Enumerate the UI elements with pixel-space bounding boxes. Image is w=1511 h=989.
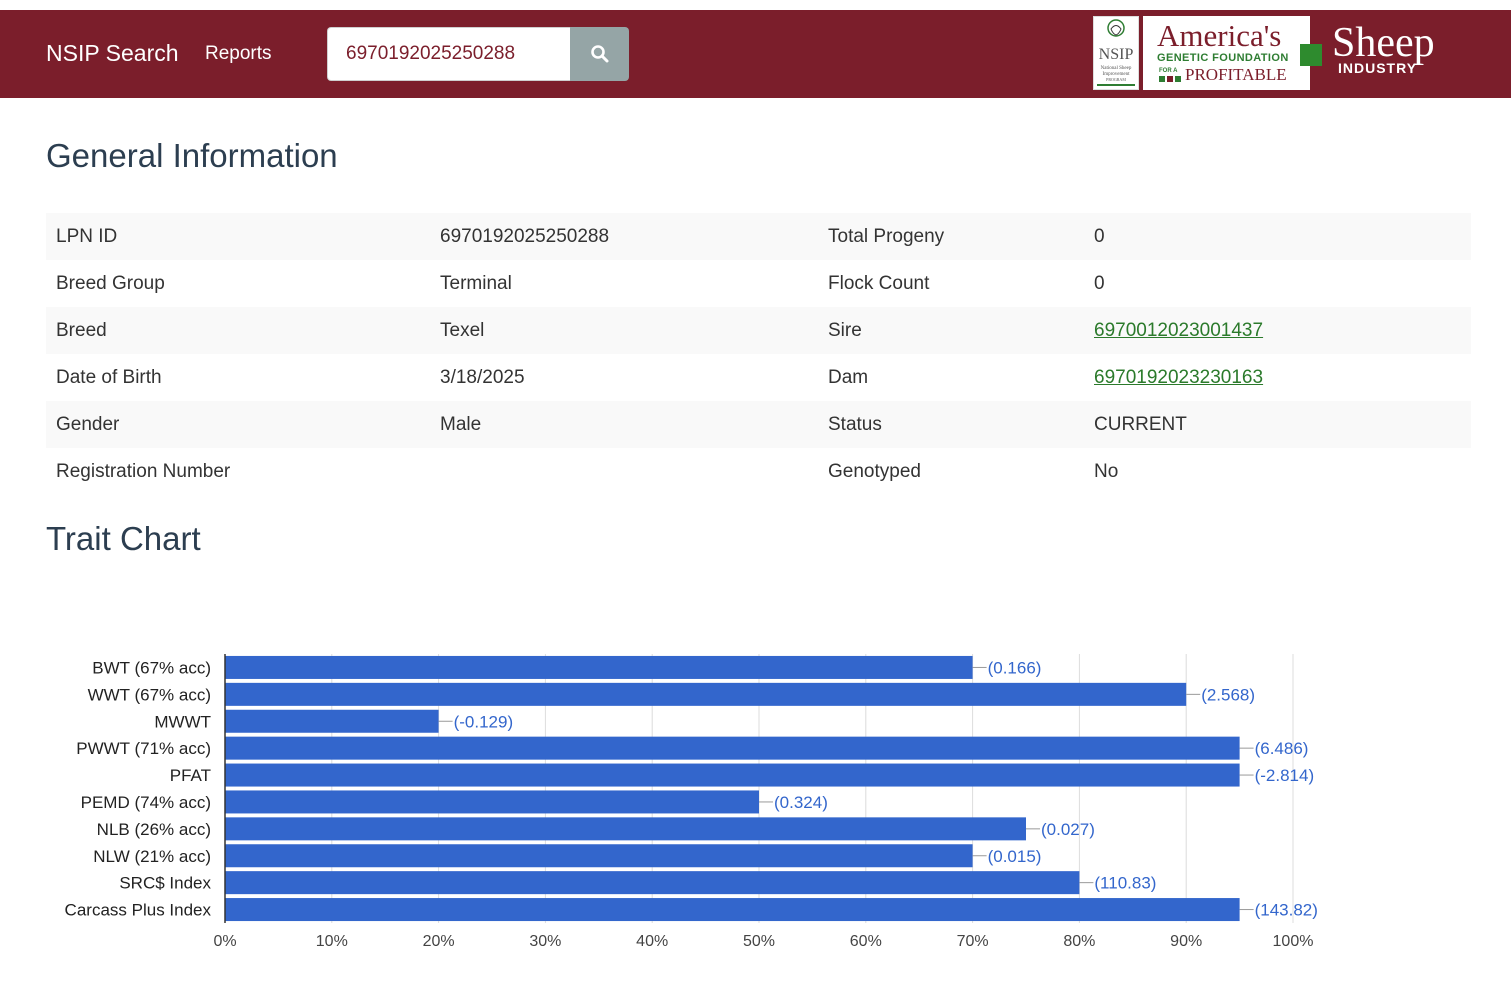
field-value [430,448,818,495]
trait-chart: 0% 10% 20% 30% 40% 50% 60% 70% 80% 90% 100% BWT (67… [65,654,1318,950]
field-label: Sire [818,307,1084,354]
bar [225,898,1240,922]
field-label: LPN ID [46,213,430,260]
top-navbar: NSIP Search Reports NSIP National Sheep … [0,10,1511,98]
data-label: (2.568) [1201,685,1255,704]
trait-chart-title: Trait Chart [46,520,201,557]
bar [225,655,973,679]
data-label: (0.166) [988,658,1042,677]
data-label: (0.027) [1041,820,1095,839]
category-label: PEMD (74% acc) [81,793,211,812]
data-label: (6.486) [1255,739,1309,758]
field-label: Registration Number [56,460,231,482]
sheep-industry-logo-sub: INDUSTRY [1338,60,1418,76]
x-tick-label: 70% [957,933,989,950]
table-row: Registration Number Genotyped No [46,448,1471,495]
agf-logo-profitable: FOR A PROFITABLE [1159,65,1287,85]
field-value: Terminal [440,272,512,294]
x-tick-label: 30% [529,933,561,950]
field-label: Flock Count [828,272,930,294]
nsip-logo: NSIP National Sheep Improvement PROGRAM [1093,16,1139,90]
table-row: Date of Birth 3/18/2025 Dam 697019202323… [46,354,1471,401]
table-row: LPN ID 6970192025250288 Total Progeny 0 [46,213,1471,260]
sheep-industry-logo-mark [1300,44,1322,66]
table-row: Gender Male Status CURRENT [46,401,1471,448]
field-value: 3/18/2025 [440,366,525,388]
field-value: CURRENT [1084,401,1471,448]
sire-link[interactable]: 6970012023001437 [1094,319,1264,341]
category-label: WWT (67% acc) [88,685,211,704]
table-row: Breed Texel Sire 6970012023001437 [46,307,1471,354]
dam-link[interactable]: 6970192023230163 [1094,366,1264,388]
agf-logo-word: PROFITABLE [1185,65,1287,84]
bar [225,871,1080,895]
data-label: (110.83) [1094,874,1156,893]
bar [225,844,973,868]
field-value: Texel [430,307,818,354]
category-label: MWWT [154,712,211,731]
nsip-logo-line: Improvement [1103,72,1131,77]
x-tick-label: 40% [636,933,668,950]
x-tick-label: 60% [850,933,882,950]
x-tick-label: 50% [743,933,775,950]
field-label: Breed Group [56,272,165,294]
reports-link[interactable]: Reports [205,43,272,64]
bar [225,736,1240,760]
bar [225,709,439,733]
category-label: NLB (26% acc) [97,820,211,839]
data-label: (-0.129) [454,712,514,731]
bar [225,763,1240,787]
field-label: Total Progeny [818,213,1084,260]
field-label: Dam [828,366,869,388]
search-input[interactable] [327,27,570,81]
bar [225,790,759,814]
field-label: Gender [46,401,430,448]
field-label: Date of Birth [56,366,162,388]
x-tick-label: 20% [423,933,455,950]
search-button[interactable] [570,27,629,81]
data-label: (-2.814) [1255,766,1315,785]
x-tick-label: 90% [1170,933,1202,950]
agf-logo-for: FOR A [1159,68,1178,74]
category-label: Carcass Plus Index [65,901,212,920]
nsip-logo-text: NSIP [1099,46,1134,63]
field-label: Breed [46,307,430,354]
data-label: (0.015) [988,847,1042,866]
category-label: PFAT [170,766,211,785]
x-tick-label: 80% [1063,933,1095,950]
bar [225,682,1187,706]
field-value: 6970192025250288 [430,213,818,260]
category-label: PWWT (71% acc) [76,739,211,758]
general-information-title: General Information [46,137,338,174]
general-information-table: LPN ID 6970192025250288 Total Progeny 0 … [46,213,1471,495]
category-label: BWT (67% acc) [92,658,211,677]
agf-logo-title: America's [1157,18,1282,53]
field-value: 0 [1094,272,1105,294]
agf-logo-subtitle: GENETIC FOUNDATION [1157,52,1289,64]
brand-link[interactable]: NSIP Search [46,40,179,66]
x-tick-label: 0% [213,933,236,950]
sheep-industry-logo: Sheep [1332,20,1435,66]
nsip-logo-line: PROGRAM [1106,77,1126,82]
field-value: 6970192023230163 [1084,354,1471,401]
field-value: 0 [1084,213,1471,260]
field-value: No [1094,460,1119,482]
x-tick-label: 100% [1273,933,1314,950]
agf-logo: America's GENETIC FOUNDATION FOR A PROFI… [1143,16,1310,90]
search-icon [591,45,609,63]
bar [225,817,1026,841]
category-label: NLW (21% acc) [93,847,211,866]
field-value: Male [430,401,818,448]
nsip-logo-line: National Sheep [1101,66,1132,71]
field-label: Genotyped [828,460,921,482]
category-label: SRC$ Index [119,874,211,893]
data-label: (0.324) [774,793,828,812]
sheep-head-icon: NSIP National Sheep Improvement PROGRAM [1097,19,1135,86]
field-label: Status [818,401,1084,448]
data-label: (143.82) [1255,901,1318,920]
field-value: 6970012023001437 [1084,307,1471,354]
table-row: Breed Group Terminal Flock Count 0 [46,260,1471,307]
x-tick-label: 10% [316,933,348,950]
bar-chart-icon [1159,76,1181,82]
